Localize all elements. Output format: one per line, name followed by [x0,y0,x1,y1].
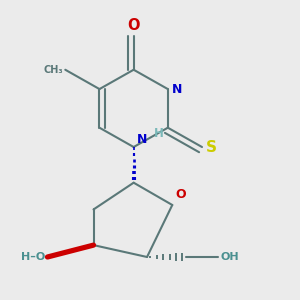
Text: N: N [171,82,182,96]
Text: O: O [128,18,140,33]
Text: OH: OH [221,252,239,262]
Text: N: N [137,133,148,146]
Text: H: H [154,127,164,140]
Text: H–O: H–O [21,252,45,262]
Text: O: O [175,188,186,200]
Text: CH₃: CH₃ [43,65,63,75]
Text: S: S [206,140,217,154]
